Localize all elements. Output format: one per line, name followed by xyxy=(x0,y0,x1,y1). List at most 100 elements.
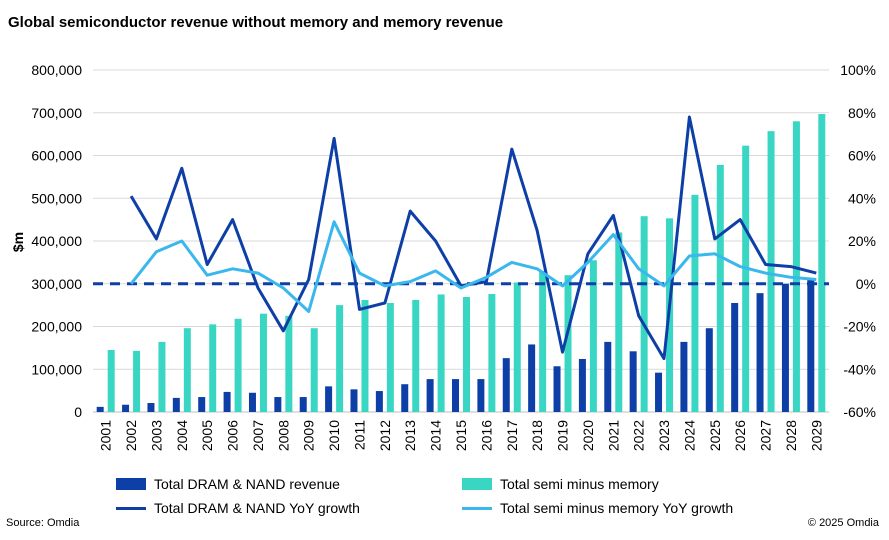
bar-semi-minus-memory-2021 xyxy=(615,232,623,412)
bar-semi-minus-memory-2015 xyxy=(463,297,470,412)
y2-tick-label: -60% xyxy=(843,404,876,420)
bar-dram-nand-2027 xyxy=(756,293,764,412)
x-tick-label: 2019 xyxy=(555,420,571,451)
bar-semi-minus-memory-2011 xyxy=(361,299,369,412)
bar-dram-nand-2018 xyxy=(528,344,536,412)
legend-swatch xyxy=(116,506,146,510)
y-tick-label: 200,000 xyxy=(31,319,82,335)
y-axis-left-ticks: 0 100,000 200,000 300,000 400,000 500,000 600,… xyxy=(31,62,82,420)
bar-semi-minus-memory-2018 xyxy=(539,270,547,412)
x-tick-label: 2010 xyxy=(326,420,342,451)
legend-label: Total semi minus memory xyxy=(500,476,659,492)
bar-semi-minus-memory-2001 xyxy=(107,350,115,412)
x-tick-label: 2026 xyxy=(732,420,748,451)
bar-semi-minus-memory-2010 xyxy=(336,305,344,412)
x-tick-label: 2025 xyxy=(707,420,723,451)
chart-title: Global semiconductor revenue without mem… xyxy=(8,14,504,31)
bar-semi-minus-memory-2019 xyxy=(564,275,572,412)
bar-semi-minus-memory-2017 xyxy=(513,282,521,412)
bar-semi-minus-memory-2007 xyxy=(259,313,267,412)
bar-semi-minus-memory-2024 xyxy=(691,194,699,412)
y2-tick-label: -20% xyxy=(843,319,876,335)
y-tick-label: 700,000 xyxy=(31,105,82,121)
bar-semi-minus-memory-2008 xyxy=(285,315,293,412)
y-tick-label: 500,000 xyxy=(31,190,82,206)
bar-dram-nand-2026 xyxy=(731,302,739,412)
x-tick-label: 2023 xyxy=(656,420,672,451)
bar-semi-minus-memory-2026 xyxy=(742,145,750,413)
y-tick-label: 600,000 xyxy=(31,148,82,164)
x-tick-label: 2003 xyxy=(148,420,164,451)
bar-semi-minus-memory-2003 xyxy=(158,341,166,412)
legend-swatch xyxy=(462,506,492,510)
bar-dram-nand-2011 xyxy=(350,389,358,412)
bar-dram-nand-2005 xyxy=(198,397,206,412)
bar-dram-nand-2017 xyxy=(502,358,510,412)
bar-semi-minus-memory-2029 xyxy=(818,114,826,412)
x-tick-label: 2024 xyxy=(681,420,697,451)
bar-semi-minus-memory-2020 xyxy=(589,260,597,412)
bars-dram-nand xyxy=(96,279,815,412)
y-tick-label: 800,000 xyxy=(31,62,82,78)
bar-dram-nand-2025 xyxy=(705,328,713,412)
y-tick-label: 100,000 xyxy=(31,361,82,377)
bar-dram-nand-2013 xyxy=(401,384,409,412)
bar-dram-nand-2002 xyxy=(122,404,130,412)
bar-dram-nand-2029 xyxy=(807,279,815,412)
bar-semi-minus-memory-2027 xyxy=(767,131,775,412)
bar-semi-minus-memory-2022 xyxy=(640,216,648,412)
bar-dram-nand-2023 xyxy=(655,372,663,412)
legend-item-semi-minus-memory-growth: Total semi minus memory YoY growth xyxy=(462,500,733,516)
bar-semi-minus-memory-2002 xyxy=(133,350,141,412)
x-tick-label: 2028 xyxy=(783,420,799,451)
legend-label: Total semi minus memory YoY growth xyxy=(500,500,734,516)
y-axis-label: $m xyxy=(10,232,26,252)
x-tick-label: 2021 xyxy=(605,420,621,451)
bar-semi-minus-memory-2014 xyxy=(437,294,445,412)
bar-dram-nand-2006 xyxy=(223,391,231,412)
x-tick-label: 2014 xyxy=(428,420,444,451)
x-tick-label: 2001 xyxy=(98,420,114,451)
line-semi-minus-memory-growth xyxy=(129,220,817,313)
y-tick-label: 400,000 xyxy=(31,233,82,249)
bars-semi-minus-memory xyxy=(107,114,826,413)
x-tick-label: 2015 xyxy=(453,420,469,451)
x-tick-label: 2005 xyxy=(199,420,215,451)
bar-dram-nand-2020 xyxy=(578,358,586,412)
bar-dram-nand-2022 xyxy=(629,351,637,412)
bar-dram-nand-2014 xyxy=(426,379,434,412)
legend-item-dram-nand-growth: Total DRAM & NAND YoY growth xyxy=(116,500,360,516)
legend-swatch xyxy=(116,478,146,490)
x-tick-label: 2006 xyxy=(225,420,241,451)
growth-lines xyxy=(129,115,817,361)
y2-tick-label: -40% xyxy=(843,361,876,377)
source-note: Source: Omdia xyxy=(6,517,80,529)
x-tick-label: 2002 xyxy=(123,420,139,451)
bar-dram-nand-2015 xyxy=(452,379,459,412)
x-tick-label: 2004 xyxy=(174,420,190,451)
y-tick-label: 0 xyxy=(74,404,82,420)
y-tick-label: 300,000 xyxy=(31,276,82,292)
x-tick-label: 2013 xyxy=(402,420,418,451)
y2-tick-label: 60% xyxy=(848,148,876,164)
legend-item-dram-nand-revenue: Total DRAM & NAND revenue xyxy=(116,476,340,492)
bar-semi-minus-memory-2006 xyxy=(234,318,242,412)
bar-semi-minus-memory-2012 xyxy=(386,302,394,412)
bar-dram-nand-2003 xyxy=(147,403,155,412)
x-tick-label: 2016 xyxy=(478,420,494,451)
bar-semi-minus-memory-2013 xyxy=(412,299,420,412)
bar-dram-nand-2028 xyxy=(781,283,789,412)
x-tick-label: 2017 xyxy=(504,420,520,451)
legend-label: Total DRAM & NAND YoY growth xyxy=(154,500,360,516)
x-tick-label: 2011 xyxy=(352,420,368,450)
bar-semi-minus-memory-2025 xyxy=(716,164,724,412)
legend-swatch xyxy=(462,478,492,490)
y-axis-right-ticks: -60% -40% -20% 0% 20% 40% 60% 80% 100% xyxy=(840,62,876,420)
bar-dram-nand-2009 xyxy=(299,397,307,412)
x-tick-label: 2009 xyxy=(301,420,317,451)
legend-item-semi-minus-memory: Total semi minus memory xyxy=(462,476,659,492)
x-tick-label: 2020 xyxy=(580,420,596,451)
x-tick-label: 2027 xyxy=(758,420,774,451)
x-tick-label: 2008 xyxy=(275,420,291,451)
